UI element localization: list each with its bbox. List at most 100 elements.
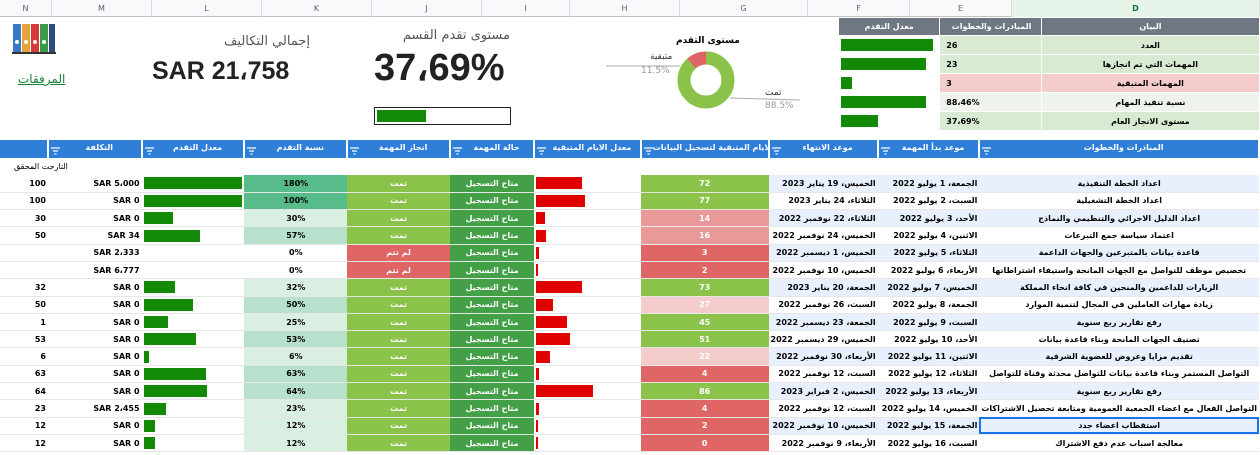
status-cell[interactable]: متاح التسجيل bbox=[450, 192, 535, 211]
summary-progress-bar[interactable] bbox=[837, 111, 941, 131]
initiative-name-cell[interactable]: اعتماد سياسة جمع التبرعات bbox=[979, 226, 1259, 245]
filter-icon[interactable] bbox=[50, 146, 60, 156]
start-date-cell[interactable]: الأربعاء، 6 يوليو 2022 bbox=[877, 261, 980, 280]
filter-icon[interactable] bbox=[771, 146, 781, 156]
cost-cell[interactable]: SAR 0 bbox=[47, 434, 142, 453]
target-value[interactable]: 1 bbox=[0, 313, 48, 332]
remaining-rate-cell[interactable] bbox=[534, 278, 641, 297]
remaining-days-cell[interactable]: 27 bbox=[640, 296, 769, 314]
completion-cell[interactable]: تمت bbox=[347, 347, 451, 366]
remaining-rate-cell[interactable] bbox=[534, 296, 641, 314]
completion-cell[interactable]: تمت bbox=[347, 175, 451, 193]
start-date-cell[interactable]: الثلاثاء، 12 يوليو 2022 bbox=[877, 365, 980, 384]
remaining-rate-cell[interactable] bbox=[534, 434, 641, 453]
start-date-cell[interactable]: الجمعة، 15 يوليو 2022 bbox=[877, 417, 980, 435]
summary-value[interactable]: 3 bbox=[939, 73, 1042, 93]
column-header-e[interactable]: E bbox=[910, 0, 1012, 17]
end-date-cell[interactable]: السبت، 26 نوفمبر 2022 bbox=[768, 296, 878, 314]
cost-cell[interactable]: SAR 0 bbox=[47, 347, 142, 366]
header-progress-rate[interactable]: معدل التقدم bbox=[141, 140, 246, 158]
target-value[interactable]: 63 bbox=[0, 365, 48, 384]
completion-cell[interactable]: تمت bbox=[347, 365, 451, 384]
progress-pct-cell[interactable]: 6% bbox=[244, 347, 348, 366]
progress-rate-cell[interactable] bbox=[141, 261, 245, 280]
header-start-date[interactable]: موعد بدأ المهمة bbox=[877, 140, 981, 158]
remaining-days-cell[interactable]: 2 bbox=[640, 261, 769, 280]
progress-rate-cell[interactable] bbox=[141, 313, 245, 332]
remaining-rate-cell[interactable] bbox=[534, 382, 641, 401]
status-cell[interactable]: متاح التسجيل bbox=[450, 417, 535, 435]
summary-value[interactable]: 37،69% bbox=[939, 111, 1042, 131]
initiative-name-cell[interactable]: التواصل المستمر وبناء قاعدة بيانات للتوا… bbox=[979, 365, 1259, 384]
summary-progress-bar[interactable] bbox=[837, 35, 941, 55]
completion-cell[interactable]: تمت bbox=[347, 278, 451, 297]
progress-rate-cell[interactable] bbox=[141, 417, 245, 435]
target-value[interactable]: 23 bbox=[0, 399, 48, 418]
remaining-days-cell[interactable]: 77 bbox=[640, 192, 769, 211]
header-end-date[interactable]: موعد الانتهاء bbox=[768, 140, 879, 158]
header-task-status[interactable]: حالة المهمة bbox=[450, 140, 536, 158]
remaining-days-cell[interactable]: 4 bbox=[640, 399, 769, 418]
cost-cell[interactable]: SAR 0 bbox=[47, 278, 142, 297]
summary-label[interactable]: المهمات التي تم انجازها bbox=[1040, 54, 1260, 74]
initiative-name-cell[interactable]: استقطاب اعضاء جدد bbox=[979, 417, 1259, 435]
status-cell[interactable]: متاح التسجيل bbox=[450, 347, 535, 366]
progress-rate-cell[interactable] bbox=[141, 226, 245, 245]
column-header-k[interactable]: K bbox=[262, 0, 372, 17]
remaining-rate-cell[interactable] bbox=[534, 226, 641, 245]
attachments-link[interactable]: المرفقات bbox=[18, 72, 66, 86]
status-cell[interactable]: متاح التسجيل bbox=[450, 330, 535, 349]
end-date-cell[interactable]: الأربعاء، 9 نوفمبر 2022 bbox=[768, 434, 878, 453]
progress-pct-cell[interactable]: 50% bbox=[244, 296, 348, 314]
filter-icon[interactable] bbox=[880, 146, 890, 156]
summary-header-statement[interactable]: البيان bbox=[1040, 17, 1260, 36]
header-remaining-rate[interactable]: معدل الايام المتبقية bbox=[534, 140, 642, 158]
end-date-cell[interactable]: الخميس، 24 نوفمبر 2022 bbox=[768, 226, 878, 245]
progress-pct-cell[interactable]: 57% bbox=[244, 226, 348, 245]
cost-cell[interactable]: SAR 0 bbox=[47, 192, 142, 211]
progress-rate-cell[interactable] bbox=[141, 382, 245, 401]
completion-cell[interactable]: تمت bbox=[347, 313, 451, 332]
end-date-cell[interactable]: الخميس، 2 فبراير 2023 bbox=[768, 382, 878, 401]
progress-pct-cell[interactable]: 100% bbox=[244, 192, 348, 211]
progress-pct-cell[interactable]: 12% bbox=[244, 434, 348, 453]
completion-cell[interactable]: لم تتم bbox=[347, 244, 451, 262]
remaining-rate-cell[interactable] bbox=[534, 261, 641, 280]
end-date-cell[interactable]: الخميس، 29 ديسمبر 2022 bbox=[768, 330, 878, 349]
header-task-completion[interactable]: انجاز المهمة bbox=[347, 140, 452, 158]
end-date-cell[interactable]: السبت، 12 نوفمبر 2022 bbox=[768, 399, 878, 418]
progress-rate-cell[interactable] bbox=[141, 434, 245, 453]
completion-cell[interactable]: تمت bbox=[347, 417, 451, 435]
column-header-h[interactable]: H bbox=[570, 0, 680, 17]
initiative-name-cell[interactable]: الزيارات للداعمين والمنحين في كافة انحاء… bbox=[979, 278, 1259, 297]
end-date-cell[interactable]: الخميس، 10 نوفمبر 2022 bbox=[768, 261, 878, 280]
summary-label[interactable]: نسبة تنفيذ المهام bbox=[1040, 92, 1260, 112]
completion-cell[interactable]: تمت bbox=[347, 192, 451, 211]
target-value[interactable]: 100 bbox=[0, 175, 48, 193]
completion-cell[interactable]: لم تتم bbox=[347, 261, 451, 280]
header-progress-pct[interactable]: نسبة التقدم bbox=[244, 140, 349, 158]
cost-cell[interactable]: SAR 34 bbox=[47, 226, 142, 245]
header-remaining-days[interactable]: الايام المتبقية لتسجيل البيانات bbox=[640, 140, 770, 158]
remaining-days-cell[interactable]: 16 bbox=[640, 226, 769, 245]
remaining-rate-cell[interactable] bbox=[534, 347, 641, 366]
completion-cell[interactable]: تمت bbox=[347, 434, 451, 453]
remaining-days-cell[interactable]: 3 bbox=[640, 244, 769, 262]
completion-cell[interactable]: تمت bbox=[347, 330, 451, 349]
initiative-name-cell[interactable]: تقديم مزايا وعروض للعضوية الشرفية bbox=[979, 347, 1259, 366]
summary-label[interactable]: العدد bbox=[1040, 35, 1260, 55]
remaining-days-cell[interactable]: 22 bbox=[640, 347, 769, 366]
remaining-rate-cell[interactable] bbox=[534, 192, 641, 211]
target-note[interactable]: التارجت المحقق bbox=[14, 162, 68, 171]
cost-cell[interactable]: SAR 0 bbox=[47, 296, 142, 314]
header-initiatives[interactable]: المبادرات والخطوات bbox=[979, 140, 1260, 158]
status-cell[interactable]: متاح التسجيل bbox=[450, 261, 535, 280]
cost-cell[interactable]: SAR 0 bbox=[47, 417, 142, 435]
filter-icon[interactable] bbox=[453, 146, 463, 156]
summary-label[interactable]: مستوى الانجاز العام bbox=[1040, 111, 1260, 131]
column-header-l[interactable]: L bbox=[152, 0, 262, 17]
start-date-cell[interactable]: الثلاثاء، 5 يوليو 2022 bbox=[877, 244, 980, 262]
column-header-m[interactable]: M bbox=[52, 0, 152, 17]
completion-cell[interactable]: تمت bbox=[347, 399, 451, 418]
target-value[interactable] bbox=[0, 244, 48, 262]
